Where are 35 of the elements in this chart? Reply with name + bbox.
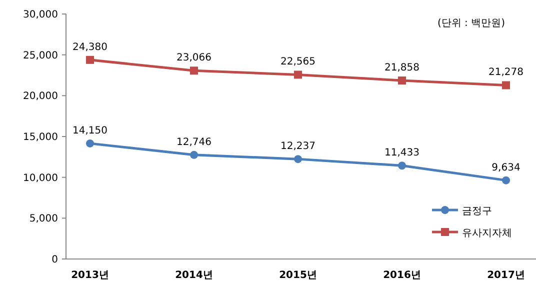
data-label: 22,565	[280, 56, 316, 68]
point	[86, 139, 94, 148]
y-tick-label: 0	[52, 254, 58, 266]
x-tick-label: 2013년	[71, 270, 109, 281]
point	[398, 162, 406, 170]
data-label: 12,746	[176, 136, 212, 148]
y-tick-label: 25,000	[23, 50, 58, 62]
point	[190, 150, 198, 159]
annotation: (단위 : 백만원)	[437, 18, 506, 29]
point	[86, 56, 94, 64]
x-tick-label: 2016년	[383, 270, 421, 281]
y-tick-label: 5,000	[29, 214, 58, 225]
point	[190, 66, 198, 75]
data-label: 23,066	[176, 52, 212, 64]
data-label: 21,858	[384, 62, 420, 74]
legend-label: 유사지자체	[462, 228, 512, 239]
data-label: 9,634	[492, 162, 520, 174]
data-label: 24,380	[72, 42, 108, 53]
x-tick-label: 2015년	[279, 270, 317, 281]
point	[398, 76, 406, 84]
x-tick-label: 2017년	[487, 270, 525, 281]
point	[294, 155, 302, 164]
y-tick-label: 20,000	[23, 91, 58, 102]
data-label: 14,150	[72, 125, 108, 136]
data-label: 21,278	[488, 67, 524, 78]
y-tick-label: 10,000	[23, 172, 58, 184]
y-tick-label: 30,000	[23, 10, 58, 20]
data-label: 11,433	[384, 148, 420, 159]
point	[294, 70, 302, 79]
y-tick-label: 15,000	[23, 132, 58, 143]
x-tick-label: 2014년	[175, 270, 213, 281]
legend-label: 금정구	[462, 206, 492, 217]
point	[502, 176, 510, 184]
point	[502, 81, 510, 90]
data-label: 12,237	[280, 141, 316, 152]
